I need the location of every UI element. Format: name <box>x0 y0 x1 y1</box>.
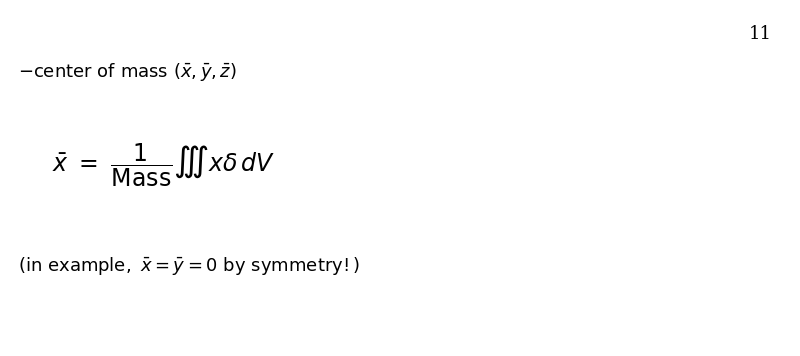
Text: $\mathrm{-center\ of\ mass\ }(\bar{x},\bar{y},\bar{z})$: $\mathrm{-center\ of\ mass\ }(\bar{x},\b… <box>18 61 237 83</box>
Text: $\mathrm{(in\ example,\ }\bar{x} = \bar{y} = 0\ \mathrm{by\ symmetry!)}$: $\mathrm{(in\ example,\ }\bar{x} = \bar{… <box>18 255 360 277</box>
Text: $\bar{x} \ = \ \dfrac{1}{\mathrm{Mass}} \iiint x\delta \, dV$: $\bar{x} \ = \ \dfrac{1}{\mathrm{Mass}} … <box>52 142 275 189</box>
Text: 11: 11 <box>749 25 772 43</box>
